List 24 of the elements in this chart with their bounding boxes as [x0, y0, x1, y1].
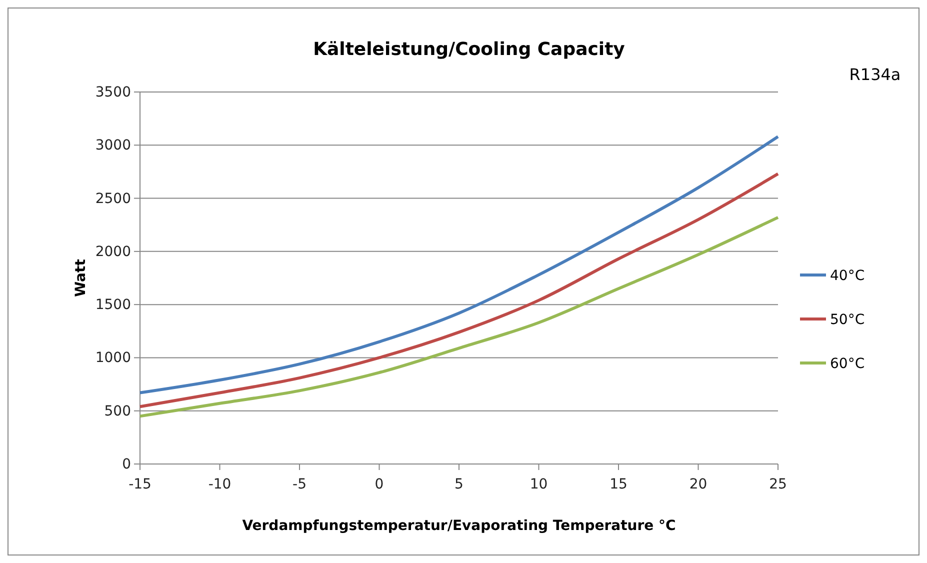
x-tick-label: 10: [530, 476, 548, 492]
legend-label: 60°C: [830, 356, 865, 372]
y-tick-label: 1000: [95, 350, 131, 366]
y-tick-label: 3000: [95, 138, 131, 154]
y-axis-title: Watt: [73, 258, 89, 297]
text: R134a: [849, 65, 901, 84]
y-tick-label: 3500: [95, 84, 131, 100]
x-tick-label: -5: [292, 476, 306, 492]
x-tick-label: 20: [689, 476, 708, 492]
x-tick-label: 0: [374, 476, 384, 492]
y-tick-label: 1500: [95, 297, 131, 314]
x-tick-label: 25: [769, 476, 787, 492]
x-tick-label: 15: [610, 476, 628, 492]
y-tick-label: 0: [122, 456, 131, 472]
x-tick-label: -15: [128, 476, 152, 492]
x-axis-title: Verdampfungstemperatur/Evaporating Temperature °C: [242, 518, 676, 534]
chart-title: Kälteleistung/Cooling Capacity: [313, 39, 626, 60]
y-tick-label: 2000: [95, 244, 131, 260]
x-tick-label: 5: [454, 476, 464, 492]
legend-label: 40°C: [830, 268, 865, 284]
y-tick-label: 2500: [95, 190, 131, 207]
x-tick-label: -10: [208, 476, 232, 492]
legend-label: 50°C: [830, 312, 865, 328]
y-tick-label: 500: [104, 403, 131, 420]
